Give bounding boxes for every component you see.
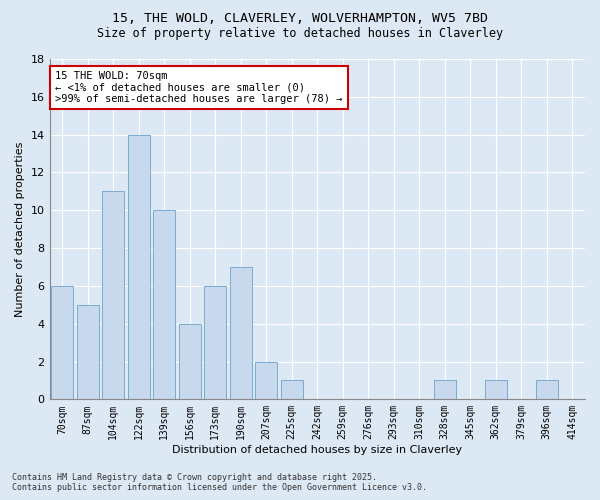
Bar (179, 324, 200, 400)
Y-axis label: Number of detached properties: Number of detached properties (15, 142, 25, 317)
X-axis label: Distribution of detached houses by size in Claverley: Distribution of detached houses by size … (172, 445, 463, 455)
Bar (230, 267, 251, 400)
Bar (434, 380, 455, 400)
Bar (103, 192, 124, 400)
Bar (77, 305, 98, 400)
Bar (281, 380, 302, 400)
Text: Size of property relative to detached houses in Claverley: Size of property relative to detached ho… (97, 28, 503, 40)
Bar (485, 380, 506, 400)
Text: 15, THE WOLD, CLAVERLEY, WOLVERHAMPTON, WV5 7BD: 15, THE WOLD, CLAVERLEY, WOLVERHAMPTON, … (112, 12, 488, 26)
Text: Contains HM Land Registry data © Crown copyright and database right 2025.
Contai: Contains HM Land Registry data © Crown c… (12, 473, 427, 492)
Bar (256, 362, 277, 400)
Bar (52, 286, 73, 400)
Bar (128, 134, 149, 400)
Bar (536, 380, 557, 400)
Text: 15 THE WOLD: 70sqm
← <1% of detached houses are smaller (0)
>99% of semi-detache: 15 THE WOLD: 70sqm ← <1% of detached hou… (55, 71, 343, 104)
Bar (205, 286, 226, 400)
Bar (154, 210, 175, 400)
